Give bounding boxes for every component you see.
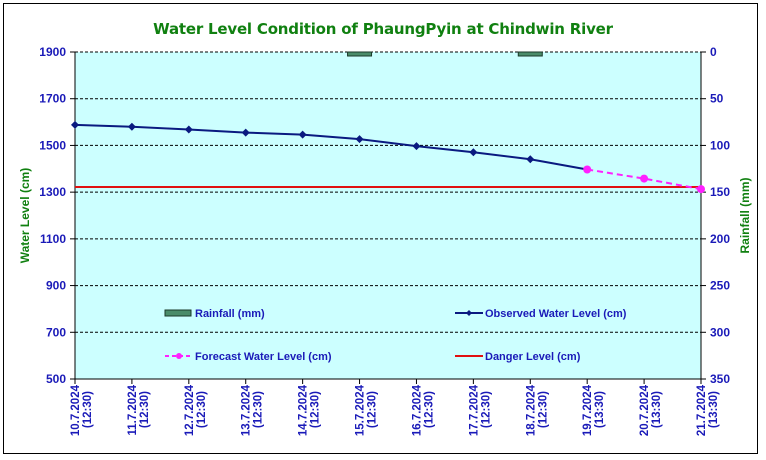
observed-point xyxy=(412,142,421,151)
x-tick-date: 14.7.2024 xyxy=(298,384,310,436)
x-tick-time: (12:30) xyxy=(253,391,265,428)
legend-forecast: Forecast Water Level (cm) xyxy=(165,351,332,363)
right-tick-label: 350 xyxy=(710,372,730,386)
x-tick-date: 19.7.2024 xyxy=(582,384,594,436)
x-tick-date: 16.7.2024 xyxy=(411,384,423,436)
observed-point xyxy=(241,128,250,137)
x-tick-label: 12.7.2024(12:30) xyxy=(184,384,208,436)
chart-title: Water Level Condition of PhaungPyin at C… xyxy=(153,20,613,38)
legend-rainfall-swatch xyxy=(164,309,192,317)
x-tick-time: (12:30) xyxy=(480,391,492,428)
x-tick-date: 13.7.2024 xyxy=(241,384,253,436)
right-tick-label: 300 xyxy=(710,325,730,339)
x-tick-time: (12:30) xyxy=(367,391,379,428)
legend-label: Forecast Water Level (cm) xyxy=(195,351,332,363)
legend: Rainfall (mm) Observed Water Level (cm) Fo… xyxy=(164,308,627,363)
observed-point xyxy=(184,125,193,134)
left-tick-label: 1100 xyxy=(40,232,66,246)
right-tick-label: 50 xyxy=(710,92,724,106)
rainfall-bar xyxy=(517,51,543,57)
right-tick-label: 200 xyxy=(710,232,730,246)
x-tick-label: 16.7.2024(12:30) xyxy=(411,384,435,436)
legend-observed: Observed Water Level (cm) xyxy=(455,308,627,320)
x-tick-label: 15.7.2024(12:30) xyxy=(355,384,379,436)
x-tick-time: (12:30) xyxy=(310,391,322,428)
left-axis-title: Water Level (cm) xyxy=(18,168,32,264)
x-tick-date: 17.7.2024 xyxy=(468,384,480,436)
forecast-point xyxy=(640,174,649,183)
legend-danger: Danger Level (cm) xyxy=(455,351,581,363)
plot-background xyxy=(75,52,701,379)
x-tick-date: 11.7.2024 xyxy=(127,384,139,435)
left-tick-label: 1700 xyxy=(39,92,66,106)
x-tick-label: 14.7.2024(12:30) xyxy=(298,384,322,436)
x-tick-label: 10.7.2024(12:30) xyxy=(70,384,94,436)
left-tick-label: 700 xyxy=(46,325,66,339)
observed-water-level-line xyxy=(74,123,588,171)
x-tick-date: 15.7.2024 xyxy=(355,384,367,436)
x-tick-label: 17.7.2024(12:30) xyxy=(468,384,492,436)
legend-label: Rainfall (mm) xyxy=(195,308,265,320)
legend-label: Danger Level (cm) xyxy=(485,351,581,363)
x-tick-date: 12.7.2024 xyxy=(184,384,196,436)
x-tick-time: (12:30) xyxy=(196,391,208,428)
x-tick-time: (12:30) xyxy=(139,391,151,428)
rainfall-bar xyxy=(347,51,373,57)
left-tick-label: 900 xyxy=(46,279,66,293)
forecast-point xyxy=(697,185,705,194)
x-tick-date: 18.7.2024 xyxy=(525,384,537,436)
left-tick-label: 1900 xyxy=(39,45,66,59)
legend-rainfall: Rainfall (mm) xyxy=(164,308,265,320)
observed-point xyxy=(298,130,307,139)
left-tick-label: 500 xyxy=(46,372,66,386)
x-tick-time: (12:30) xyxy=(537,391,549,428)
x-tick-time: (12:30) xyxy=(423,391,435,428)
x-tick-label: 11.7.2024(12:30) xyxy=(127,384,151,435)
observed-point xyxy=(355,135,364,144)
legend-forecast-marker xyxy=(176,353,182,359)
x-tick-time: (12:30) xyxy=(82,391,94,428)
observed-point xyxy=(526,155,535,164)
legend-label: Observed Water Level (cm) xyxy=(485,308,627,320)
x-tick-label: 18.7.2024(12:30) xyxy=(525,384,549,436)
left-tick-label: 1300 xyxy=(39,185,66,199)
x-tick-date: 21.7.2024 xyxy=(696,384,708,436)
legend-observed-marker xyxy=(466,310,472,316)
right-axis-title: Rainfall (mm) xyxy=(738,177,752,253)
x-tick-label: 20.7.2024(13:30) xyxy=(639,384,663,436)
right-tick-label: 0 xyxy=(710,45,717,59)
x-tick-time: (13:30) xyxy=(708,391,720,428)
forecast-point xyxy=(583,165,592,174)
x-tick-time: (13:30) xyxy=(651,391,663,428)
x-tick-date: 20.7.2024 xyxy=(639,384,651,436)
x-tick-time: (13:30) xyxy=(594,391,606,428)
observed-point xyxy=(71,120,79,129)
observed-point xyxy=(469,148,478,157)
x-tick-date: 10.7.2024 xyxy=(70,384,82,436)
x-tick-label: 13.7.2024(12:30) xyxy=(241,384,265,436)
plot-area: 1900 1700 1500 1300 1100 900 700 500 0 50 100 150 20… xyxy=(18,45,752,436)
left-tick-label: 1500 xyxy=(39,138,66,152)
right-tick-label: 150 xyxy=(710,185,730,199)
observed-point xyxy=(127,122,136,131)
right-tick-label: 250 xyxy=(710,279,730,293)
x-tick-label: 19.7.2024(13:30) xyxy=(582,384,606,436)
right-tick-label: 100 xyxy=(710,138,730,152)
x-tick-label: 21.7.2024(13:30) xyxy=(696,384,720,436)
